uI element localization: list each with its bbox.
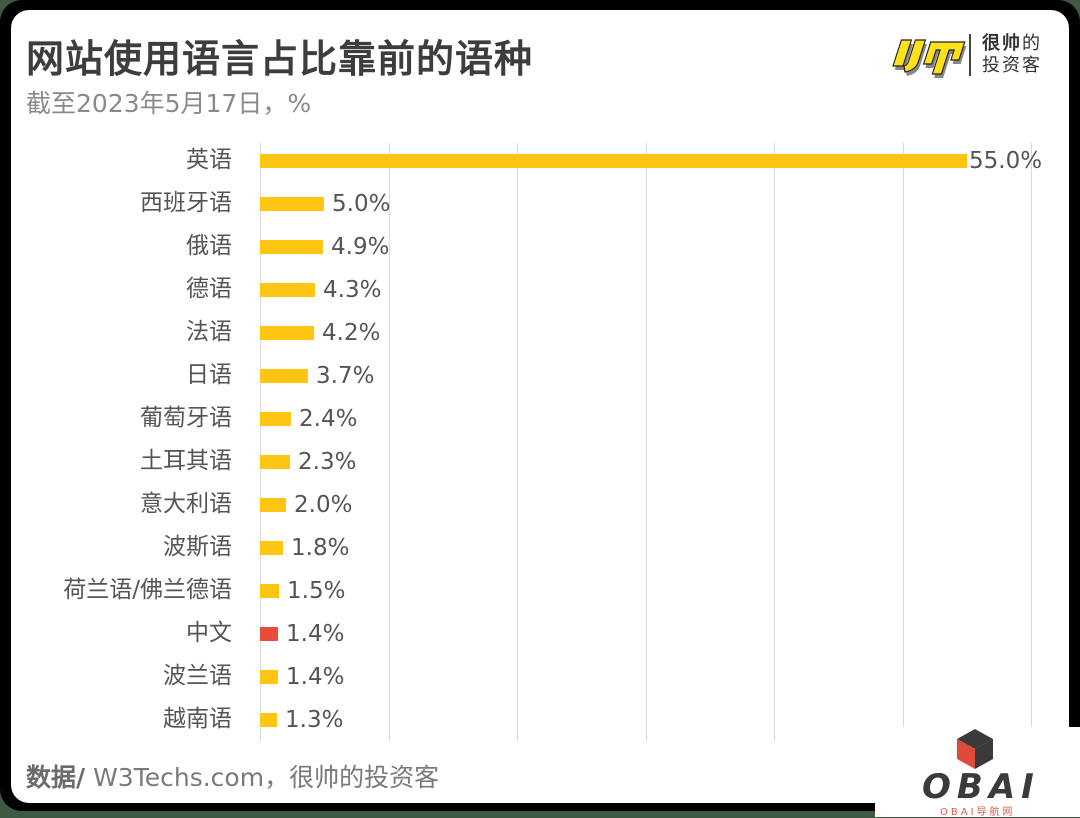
value-label: 1.3% xyxy=(285,707,344,733)
gridline xyxy=(260,143,261,741)
logo-text-rest: 的 xyxy=(1022,33,1042,54)
gridline xyxy=(517,143,518,741)
value-label: 1.4% xyxy=(286,664,345,690)
watermark-text: OBAI xyxy=(922,767,1040,807)
gridline xyxy=(903,143,904,741)
value-label: 2.3% xyxy=(298,449,357,475)
category-label: 波兰语 xyxy=(163,663,232,689)
chart-subtitle: 截至2023年5月17日，% xyxy=(26,89,312,118)
bar xyxy=(260,197,324,211)
value-label: 55.0% xyxy=(969,148,1043,174)
bar xyxy=(260,584,279,598)
source-label: 数据/ xyxy=(26,763,86,792)
bar xyxy=(260,326,314,340)
bar xyxy=(260,670,278,684)
cube-logo-icon xyxy=(957,729,993,769)
watermark: OBAI OBAI导航网 xyxy=(875,727,1080,818)
value-label: 1.5% xyxy=(287,578,346,604)
category-label: 波斯语 xyxy=(163,534,232,560)
bar xyxy=(260,498,286,512)
source-text: W3Techs.com，很帅的投资客 xyxy=(85,763,440,792)
bar xyxy=(260,240,323,254)
value-label: 2.0% xyxy=(294,492,353,518)
value-label: 4.9% xyxy=(331,234,390,260)
category-label: 荷兰语/佛兰德语 xyxy=(63,577,232,603)
bar xyxy=(260,627,278,641)
category-label: 意大利语 xyxy=(140,491,232,517)
bar xyxy=(260,541,283,555)
category-label: 西班牙语 xyxy=(140,190,232,216)
value-label: 3.7% xyxy=(316,363,375,389)
bar xyxy=(260,283,315,297)
category-label: 越南语 xyxy=(163,706,232,732)
source-note: 数据/ W3Techs.com，很帅的投资客 xyxy=(26,758,439,794)
category-label: 日语 xyxy=(186,362,232,388)
category-label: 法语 xyxy=(186,319,232,345)
category-label: 俄语 xyxy=(186,233,232,259)
logo-divider xyxy=(969,34,971,76)
shuai-logo-icon xyxy=(892,39,967,78)
category-label: 葡萄牙语 xyxy=(140,405,232,431)
category-label: 土耳其语 xyxy=(140,448,232,474)
value-label: 1.8% xyxy=(291,535,350,561)
gridline xyxy=(1031,143,1032,741)
bar xyxy=(260,412,291,426)
value-label: 2.4% xyxy=(299,406,358,432)
value-label: 4.2% xyxy=(322,320,381,346)
value-label: 4.3% xyxy=(323,277,382,303)
bar xyxy=(260,455,290,469)
logo-text: 很帅的 投资客 xyxy=(982,33,1042,77)
value-label: 5.0% xyxy=(332,191,391,217)
bar xyxy=(260,713,277,727)
category-label: 中文 xyxy=(186,620,232,646)
gridline xyxy=(389,143,390,741)
gridline xyxy=(774,143,775,741)
category-label: 德语 xyxy=(186,276,232,302)
brand-logo xyxy=(880,30,1050,80)
value-label: 1.4% xyxy=(286,621,345,647)
logo-text-line2: 投资客 xyxy=(982,55,1042,76)
gridline xyxy=(646,143,647,741)
chart-card xyxy=(11,10,1069,803)
watermark-subtext: OBAI导航网 xyxy=(940,807,1016,818)
bar xyxy=(260,154,967,168)
bar xyxy=(260,369,308,383)
category-label: 英语 xyxy=(186,147,232,173)
logo-text-bold: 很帅 xyxy=(982,33,1022,54)
chart-title: 网站使用语言占比靠前的语种 xyxy=(26,37,534,81)
